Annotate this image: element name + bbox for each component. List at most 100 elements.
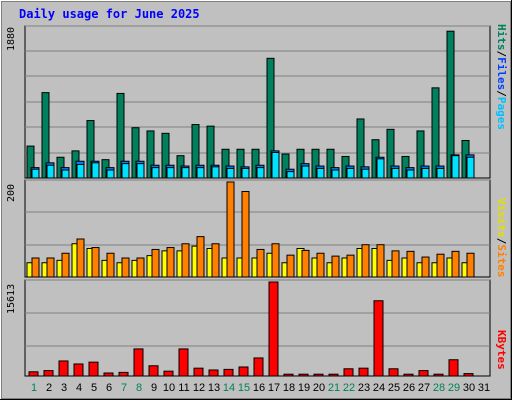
day-label: 7 [120, 382, 128, 394]
sites-bar [376, 244, 385, 278]
day-label: 27 [417, 382, 431, 394]
sites-bar [391, 250, 400, 278]
day-label: 4 [75, 382, 83, 394]
day-label: 17 [267, 382, 281, 394]
sites-bar [316, 252, 325, 278]
pages-bar [361, 168, 370, 179]
kbytes-bar [73, 363, 84, 377]
legend-visits-sites: Visits/Sites [495, 198, 508, 278]
day-label: 10 [162, 382, 176, 394]
hits-bar [431, 87, 440, 179]
kbytes-bar [28, 371, 39, 377]
day-label: 29 [447, 382, 461, 394]
sites-bar [166, 247, 175, 278]
sites-bar [91, 247, 100, 278]
pages-bar [196, 167, 205, 179]
kbytes-bar [133, 348, 144, 377]
pages-bar [46, 164, 55, 179]
kbytes-bar [343, 368, 354, 377]
kbytes-bar [463, 373, 474, 377]
kbytes-bar [238, 366, 249, 377]
pages-bar [136, 163, 145, 179]
day-label: 9 [150, 382, 158, 394]
pages-bar [166, 167, 175, 179]
pages-bar [406, 169, 415, 179]
kbytes-bar [178, 348, 189, 377]
legend-files: Files [495, 57, 508, 91]
kbytes-bar [358, 367, 369, 377]
sites-bar [181, 243, 190, 278]
kbytes-bar [403, 373, 414, 377]
day-label: 20 [312, 382, 326, 394]
pages-bar [466, 156, 475, 179]
day-label: 22 [342, 382, 356, 394]
sites-bar [286, 254, 295, 278]
day-label: 18 [282, 382, 296, 394]
day-label: 1 [30, 382, 38, 394]
pages-bar [316, 167, 325, 179]
pages-bar [241, 167, 250, 179]
sites-ymax-label: 200 [6, 183, 17, 202]
sites-bar [136, 257, 145, 278]
pages-bar [226, 167, 235, 179]
pages-bar [121, 163, 130, 179]
day-label: 24 [372, 382, 386, 394]
sites-bar [361, 244, 370, 278]
day-label: 21 [327, 382, 341, 394]
pages-bar [421, 167, 430, 179]
day-label: 3 [60, 382, 68, 394]
kbytes-bar [43, 370, 54, 377]
kbytes-bar [283, 373, 294, 377]
kbytes-ymax-label: 15613 [6, 283, 17, 314]
legend-pages: Pages [495, 96, 508, 130]
day-label: 19 [297, 382, 311, 394]
day-label: 15 [237, 382, 251, 394]
chart-title: Daily usage for June 2025 [19, 7, 200, 21]
sites-bar [256, 248, 265, 278]
kbytes-bar [298, 373, 309, 377]
sites-bar [241, 191, 250, 278]
sites-bar [451, 250, 460, 278]
sites-bar [106, 252, 115, 278]
kbytes-bar [373, 300, 384, 377]
kbytes-bar [193, 367, 204, 377]
pages-bar [91, 162, 100, 179]
kbytes-bar [208, 369, 219, 377]
sites-bar [331, 255, 340, 278]
pages-bar [346, 167, 355, 179]
day-label: 28 [432, 382, 446, 394]
pages-bar [76, 163, 85, 179]
day-label: 6 [105, 382, 113, 394]
pages-bar [286, 171, 295, 179]
day-label: 12 [192, 382, 206, 394]
day-label: 30 [462, 382, 476, 394]
kbytes-bar [268, 281, 279, 377]
pages-bar [301, 165, 310, 179]
pages-bar [151, 167, 160, 179]
kbytes-bar [433, 373, 444, 377]
pages-bar [436, 167, 445, 179]
pages-bar [451, 155, 460, 179]
kbytes-bar [448, 359, 459, 377]
kbytes-bar [88, 361, 99, 377]
sites-bar [211, 243, 220, 278]
sites-bar [346, 254, 355, 278]
sites-bar [406, 250, 415, 278]
kbytes-bar [418, 370, 429, 377]
sites-bar [46, 257, 55, 278]
day-label: 26 [402, 382, 416, 394]
day-label: 2 [45, 382, 53, 394]
kbytes-bar [388, 368, 399, 377]
day-label: 25 [387, 382, 401, 394]
legend-hits: Hits [495, 24, 508, 51]
sites-bar [466, 252, 475, 278]
legend-kbytes-label: KBytes [495, 330, 508, 370]
kbytes-bar [328, 373, 339, 377]
day-label: 8 [135, 382, 143, 394]
sites-bar [31, 257, 40, 278]
kbytes-bar [163, 370, 174, 377]
sites-bar [61, 252, 70, 278]
sites-bar [421, 256, 430, 278]
